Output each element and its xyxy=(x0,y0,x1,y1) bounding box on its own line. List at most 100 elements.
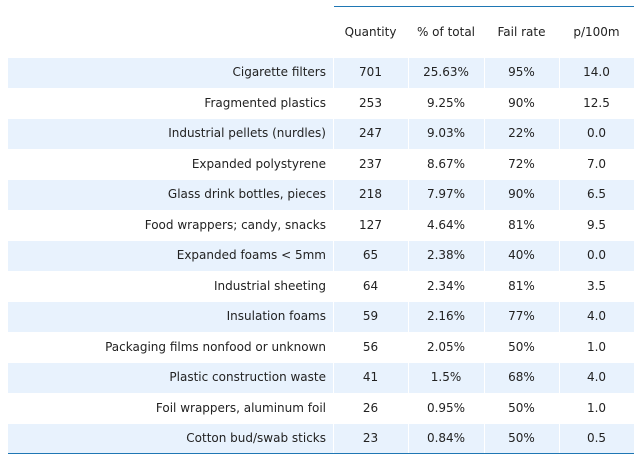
header-fail-rate: Fail rate xyxy=(497,25,546,39)
cell-p-per-100m: 4.0 xyxy=(586,309,607,323)
cell-percent-of-total: 25.63% xyxy=(423,65,469,79)
table-top-rule xyxy=(334,6,634,7)
cell-percent-of-total: 1.5% xyxy=(430,370,462,384)
column-separator xyxy=(559,58,560,88)
table-row: Industrial pellets (nurdles) 247 9.03% 22% 0… xyxy=(8,119,634,150)
row-label: Food wrappers; candy, snacks xyxy=(144,217,326,232)
table-row: Glass drink bottles, pieces 218 7.97% 90% 6.… xyxy=(8,180,634,211)
column-separator xyxy=(484,241,485,271)
table-row: Expanded polystyrene 237 8.67% 72% 7.0 xyxy=(8,150,634,181)
row-label: Industrial sheeting xyxy=(214,278,326,293)
cell-fail-rate: 81% xyxy=(508,278,535,293)
cell-quantity: 65 xyxy=(362,248,379,262)
cell-p-per-100m: 7.0 xyxy=(586,156,607,171)
cell-quantity: 26 xyxy=(362,400,379,415)
cell-percent-of-total: 0.84% xyxy=(426,431,466,445)
cell-fail-rate: 40% xyxy=(508,248,535,262)
table-row: Cotton bud/swab sticks 23 0.84% 50% 0.5 xyxy=(8,424,634,455)
row-label: Fragmented plastics xyxy=(204,95,326,110)
cell-quantity: 56 xyxy=(362,339,379,354)
cell-percent-of-total: 2.05% xyxy=(426,339,466,354)
cell-p-per-100m: 1.0 xyxy=(586,400,607,415)
cell-p-per-100m: 1.0 xyxy=(586,339,607,354)
column-separator xyxy=(333,241,334,271)
column-separator xyxy=(408,424,409,454)
row-label: Packaging films nonfood or unknown xyxy=(105,339,326,354)
row-label: Cotton bud/swab sticks xyxy=(186,431,326,445)
cell-quantity: 23 xyxy=(362,431,379,445)
cell-quantity: 218 xyxy=(359,187,382,201)
table-row: Food wrappers; candy, snacks 127 4.64% 81% 9… xyxy=(8,211,634,242)
column-separator xyxy=(484,180,485,210)
row-label: Expanded polystyrene xyxy=(191,156,326,171)
header-percent-of-total: % of total xyxy=(416,25,476,39)
table-row: Foil wrappers, aluminum foil 26 0.95% 50% 1.… xyxy=(8,394,634,425)
column-separator xyxy=(484,424,485,454)
column-separator xyxy=(333,180,334,210)
cell-percent-of-total: 9.03% xyxy=(426,126,466,140)
cell-p-per-100m: 0.0 xyxy=(586,248,607,262)
cell-quantity: 127 xyxy=(359,217,382,232)
cell-quantity: 247 xyxy=(359,126,382,140)
column-separator xyxy=(559,241,560,271)
table-row: Industrial sheeting 64 2.34% 81% 3.5 xyxy=(8,272,634,303)
column-separator xyxy=(408,58,409,88)
column-separator xyxy=(559,180,560,210)
row-label: Glass drink bottles, pieces xyxy=(167,187,326,201)
column-separator xyxy=(559,119,560,149)
cell-quantity: 237 xyxy=(359,156,382,171)
table-header-row: Quantity % of total Fail rate p/100m xyxy=(8,7,634,58)
cell-p-per-100m: 0.5 xyxy=(586,431,607,445)
cell-percent-of-total: 0.95% xyxy=(426,400,466,415)
cell-p-per-100m: 14.0 xyxy=(583,65,610,79)
header-quantity: Quantity xyxy=(344,25,397,39)
column-separator xyxy=(484,119,485,149)
row-stripe xyxy=(8,119,634,149)
table-bottom-rule xyxy=(8,453,634,454)
cell-p-per-100m: 0.0 xyxy=(586,126,607,140)
cell-p-per-100m: 3.5 xyxy=(586,278,607,293)
cell-percent-of-total: 9.25% xyxy=(426,95,466,110)
row-label: Cigarette filters xyxy=(232,65,326,79)
cell-fail-rate: 81% xyxy=(508,217,535,232)
cell-fail-rate: 90% xyxy=(508,95,535,110)
cell-percent-of-total: 7.97% xyxy=(426,187,466,201)
row-label: Insulation foams xyxy=(226,309,326,323)
header-p-per-100m: p/100m xyxy=(573,25,620,39)
cell-percent-of-total: 2.34% xyxy=(426,278,466,293)
cell-fail-rate: 68% xyxy=(508,370,535,384)
cell-percent-of-total: 4.64% xyxy=(426,217,466,232)
row-stripe xyxy=(8,424,634,454)
table-row: Packaging films nonfood or unknown 56 2.05… xyxy=(8,333,634,364)
column-separator xyxy=(408,302,409,332)
table-body: Cigarette filters 701 25.63% 95% 14.0 Fragmen… xyxy=(8,58,634,455)
table-row: Expanded foams < 5mm 65 2.38% 40% 0.0 xyxy=(8,241,634,272)
cell-fail-rate: 95% xyxy=(508,65,535,79)
column-separator xyxy=(484,302,485,332)
column-separator xyxy=(559,424,560,454)
cell-fail-rate: 72% xyxy=(508,156,535,171)
cell-percent-of-total: 8.67% xyxy=(426,156,466,171)
cell-fail-rate: 50% xyxy=(508,431,535,445)
row-label: Expanded foams < 5mm xyxy=(176,248,326,262)
column-separator xyxy=(333,58,334,88)
cell-fail-rate: 50% xyxy=(508,400,535,415)
column-separator xyxy=(559,363,560,393)
row-stripe xyxy=(8,180,634,210)
column-separator xyxy=(408,363,409,393)
cell-p-per-100m: 9.5 xyxy=(586,217,607,232)
table-row: Cigarette filters 701 25.63% 95% 14.0 xyxy=(8,58,634,89)
row-stripe xyxy=(8,58,634,88)
cell-p-per-100m: 6.5 xyxy=(586,187,607,201)
column-separator xyxy=(559,302,560,332)
cell-fail-rate: 22% xyxy=(508,126,535,140)
row-stripe xyxy=(8,363,634,393)
column-separator xyxy=(484,58,485,88)
row-stripe xyxy=(8,302,634,332)
row-label: Plastic construction waste xyxy=(169,370,326,384)
column-separator xyxy=(408,241,409,271)
cell-fail-rate: 50% xyxy=(508,339,535,354)
cell-quantity: 701 xyxy=(359,65,382,79)
row-label: Foil wrappers, aluminum foil xyxy=(155,400,326,415)
cell-fail-rate: 77% xyxy=(508,309,535,323)
